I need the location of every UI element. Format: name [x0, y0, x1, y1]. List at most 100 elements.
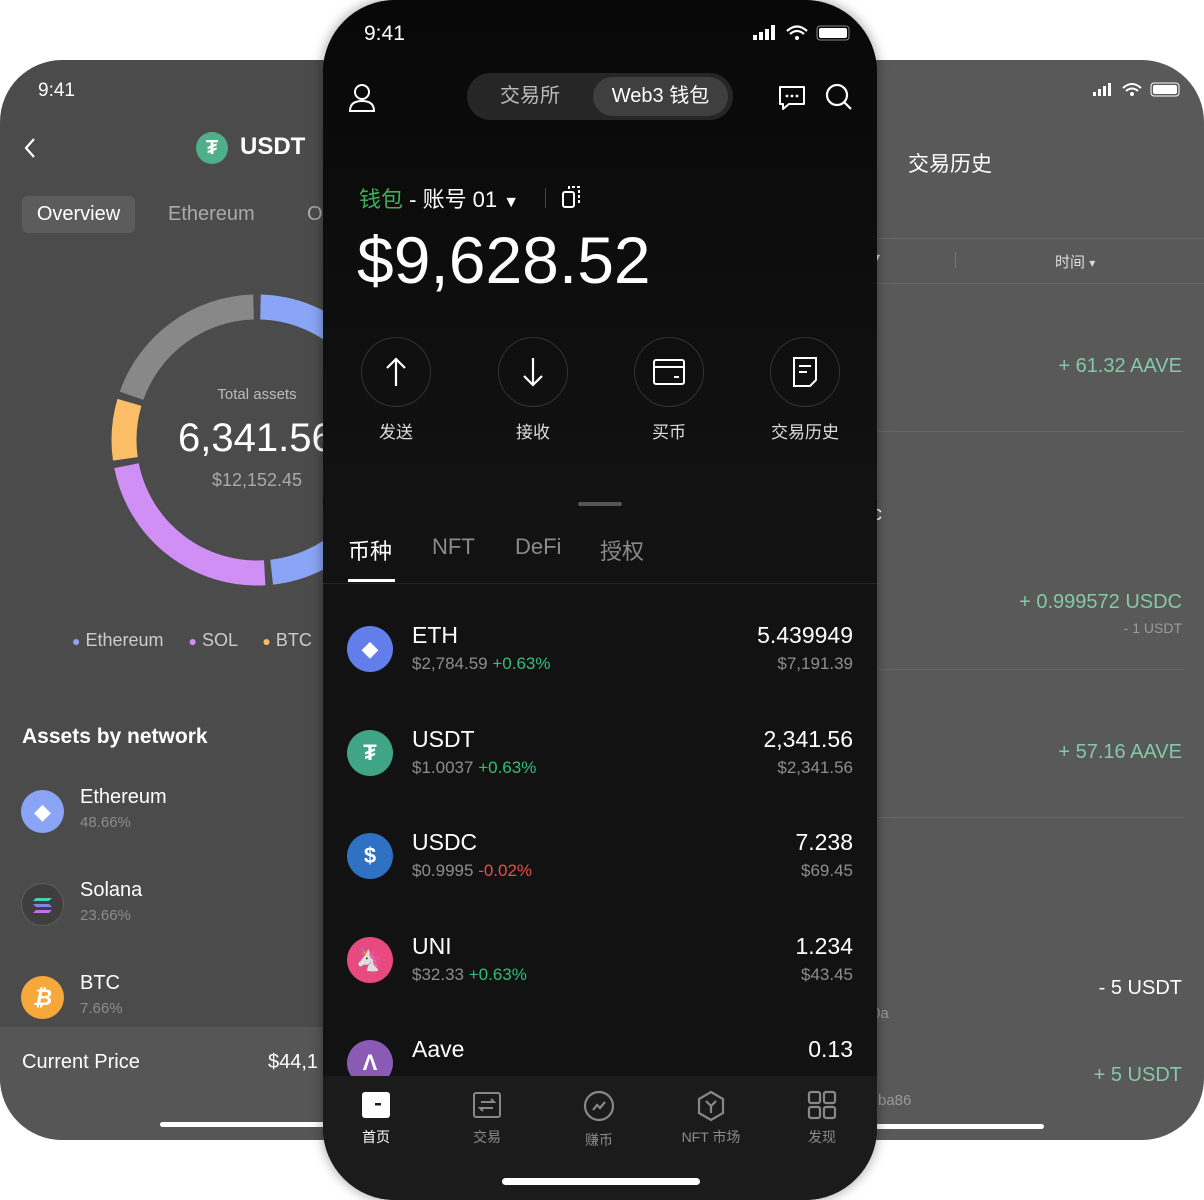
- token-change: +0.63%: [478, 757, 537, 777]
- buy-label: 买币: [652, 423, 686, 442]
- divider: [600, 431, 1184, 432]
- nav-home-icon[interactable]: [361, 1090, 391, 1125]
- time-filter-label: 时间: [1055, 254, 1086, 271]
- page-title: 交易历史: [908, 153, 992, 176]
- divider: [600, 669, 1184, 670]
- mode-switch: 交易所 Web3 钱包: [467, 73, 733, 120]
- history-sub-amount: - 1 USDT: [1123, 620, 1182, 636]
- network-row-btc[interactable]: ₿ BTC 7.66%: [0, 972, 330, 1036]
- tab-other[interactable]: O: [307, 203, 323, 225]
- nav-trade[interactable]: 交易: [473, 1129, 501, 1145]
- token-change: +0.63%: [492, 654, 551, 673]
- token-row-uni[interactable]: 🦄 UNI 1.234 $32.33 +0.63% $43.45: [323, 933, 877, 1017]
- switch-exchange[interactable]: 交易所: [500, 85, 560, 107]
- nav-nft-market-icon[interactable]: [696, 1090, 726, 1127]
- history-button[interactable]: [770, 337, 840, 407]
- token-row-eth[interactable]: ◆ ETH 5.439949 $2,784.59 +0.63% $7,191.39: [323, 622, 877, 706]
- card-icon: [653, 359, 685, 385]
- tab-nft[interactable]: NFT: [432, 534, 475, 559]
- token-change: -0.02%: [478, 861, 533, 880]
- network-row-solana[interactable]: Solana 23.66%: [0, 879, 330, 943]
- filter-separator: [955, 252, 956, 268]
- receive-button[interactable]: [498, 337, 568, 407]
- token-symbol: ETH: [412, 622, 458, 648]
- token-row-aave[interactable]: Λ Aave 0.13: [323, 1036, 877, 1076]
- nav-home[interactable]: 首页: [362, 1129, 390, 1145]
- nav-discover[interactable]: 发现: [808, 1129, 836, 1145]
- sheet-handle[interactable]: [578, 502, 622, 506]
- history-amount: + 5 USDT: [1093, 1064, 1182, 1086]
- legend-ethereum: Ethereum: [85, 630, 164, 650]
- tab-ethereum[interactable]: Ethereum: [168, 203, 255, 225]
- message-icon[interactable]: [777, 84, 807, 112]
- history-fragment: ba86: [878, 1092, 912, 1109]
- chevron-down-icon: ▼: [503, 194, 520, 211]
- search-icon[interactable]: [825, 83, 853, 111]
- filter-caret-icon[interactable]: ▾: [874, 250, 881, 264]
- token-amount: 7.238: [795, 829, 853, 855]
- legend-dot-btc: ●: [262, 633, 271, 649]
- network-pct: 7.66%: [80, 1000, 123, 1017]
- profile-icon[interactable]: [348, 83, 376, 113]
- total-balance: $9,628.52: [357, 223, 651, 297]
- token-symbol: Aave: [412, 1036, 465, 1062]
- bitcoin-icon: ₿: [21, 976, 64, 1019]
- tab-defi[interactable]: DeFi: [515, 534, 562, 559]
- divider: [323, 583, 877, 584]
- usdt-icon: ₮: [347, 729, 393, 776]
- legend-dot-ethereum: ●: [72, 633, 81, 649]
- home-indicator: [160, 1122, 360, 1127]
- middle-phone-web3-wallet: 9:41 交易所 Web3 钱包 钱包 - 账号 01 ▼ $9,628.52 …: [323, 0, 877, 1200]
- send-label: 发送: [379, 423, 413, 442]
- home-indicator: [502, 1178, 700, 1185]
- divider: [545, 188, 546, 208]
- status-time: 9:41: [38, 80, 75, 101]
- nav-discover-icon[interactable]: [807, 1090, 837, 1125]
- switch-web3-wallet[interactable]: Web3 钱包: [593, 77, 728, 116]
- network-row-ethereum[interactable]: ◆ Ethereum 48.66%: [0, 786, 330, 850]
- token-price: $1.0037: [412, 757, 474, 777]
- active-tab-indicator: [348, 579, 395, 582]
- token-list: ◆ ETH 5.439949 $2,784.59 +0.63% $7,191.39…: [323, 600, 877, 1076]
- buy-button[interactable]: [634, 337, 704, 407]
- nav-earn-icon[interactable]: [583, 1090, 615, 1127]
- aave-icon: Λ: [347, 1040, 393, 1076]
- nav-earn[interactable]: 赚币: [585, 1132, 613, 1148]
- copy-switch-icon[interactable]: [561, 185, 583, 209]
- tab-tokens[interactable]: 币种: [348, 539, 393, 564]
- token-row-usdc[interactable]: $ USDC 7.238 $0.9995 -0.02% $69.45: [323, 829, 877, 913]
- history-amount: + 0.999572 USDC: [1019, 591, 1182, 613]
- receive-label: 接收: [516, 423, 550, 442]
- donut-segment-btc: [111, 398, 142, 461]
- section-title: Assets by network: [22, 725, 208, 748]
- token-value: $2,341.56: [777, 757, 853, 777]
- token-price: $0.9995: [412, 861, 474, 880]
- nav-nft-market[interactable]: NFT 市场: [681, 1129, 741, 1145]
- donut-segment-other: [119, 294, 255, 401]
- account-selector[interactable]: 钱包 - 账号 01 ▼: [359, 182, 519, 214]
- status-time: 9:41: [364, 22, 405, 45]
- token-symbol: USDC: [412, 829, 478, 855]
- solana-icon: [21, 883, 64, 926]
- tab-approvals[interactable]: 授权: [600, 539, 645, 564]
- send-button[interactable]: [361, 337, 431, 407]
- legend-dot-sol: ●: [188, 633, 198, 649]
- token-row-usdt[interactable]: ₮ USDT 2,341.56 $1.0037 +0.63% $2,341.56: [323, 726, 877, 810]
- donut-total: 6,341.56: [178, 416, 334, 460]
- home-indicator: [850, 1124, 1044, 1129]
- nav-trade-icon[interactable]: [472, 1090, 502, 1125]
- network-name: BTC: [80, 972, 120, 994]
- back-chevron-icon[interactable]: [22, 136, 38, 160]
- token-price: $2,784.59: [412, 654, 488, 673]
- current-price-value: $44,1: [268, 1051, 319, 1073]
- current-price-label: Current Price: [22, 1051, 140, 1073]
- status-icons: [1093, 82, 1180, 97]
- network-pct: 48.66%: [80, 814, 131, 831]
- history-fragment: c: [872, 503, 882, 525]
- wallet-label: 钱包: [359, 187, 404, 212]
- arrow-up-icon: [386, 357, 406, 386]
- tab-overview[interactable]: Overview: [22, 196, 135, 233]
- token-symbol: UNI: [412, 932, 452, 959]
- divider: [600, 238, 1204, 239]
- time-filter[interactable]: 时间 ▾: [1055, 251, 1095, 272]
